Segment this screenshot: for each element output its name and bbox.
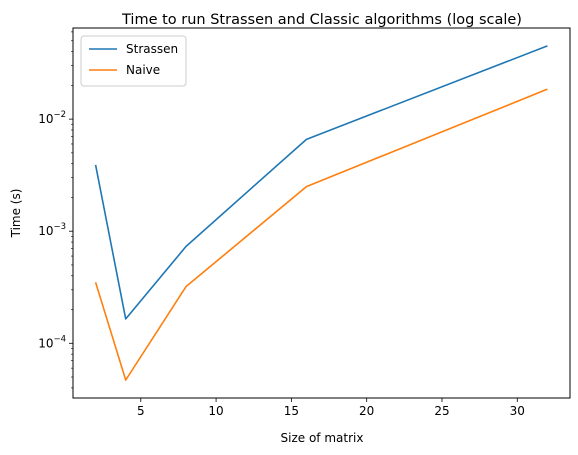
x-tick-label: 20: [359, 404, 374, 418]
series-layer: [94, 45, 548, 381]
y-tick-label-exponent: −4: [53, 334, 66, 344]
x-tick-label: 25: [434, 404, 449, 418]
x-tick-label: 5: [137, 404, 145, 418]
y-tick-label-base: 10: [38, 336, 53, 350]
series-line-naive: [94, 88, 548, 381]
series-line-strassen: [94, 45, 548, 320]
legend-label: Naive: [126, 63, 160, 77]
y-axis: 10−410−310−2: [38, 31, 73, 389]
x-tick-label: 30: [510, 404, 525, 418]
x-axis-label: Size of matrix: [281, 431, 364, 445]
y-axis-label: Time (s): [9, 189, 23, 239]
y-tick-label-base: 10: [38, 224, 53, 238]
y-tick-label: 10−3: [38, 222, 66, 238]
x-tick-label: 10: [208, 404, 223, 418]
x-tick-label: 15: [284, 404, 299, 418]
plot-frame: [72, 27, 571, 399]
y-tick-label: 10−4: [38, 334, 66, 350]
legend: Strassen Naive: [80, 35, 187, 87]
legend-label: Strassen: [126, 42, 178, 56]
y-tick-label-exponent: −3: [53, 222, 66, 232]
x-axis: 5 10 15 20 25 30: [137, 398, 525, 418]
y-tick-label: 10−2: [38, 110, 66, 126]
y-tick-label-exponent: −2: [53, 110, 66, 120]
y-tick-label-base: 10: [38, 112, 53, 126]
chart-title: Time to run Strassen and Classic algorit…: [121, 12, 522, 28]
